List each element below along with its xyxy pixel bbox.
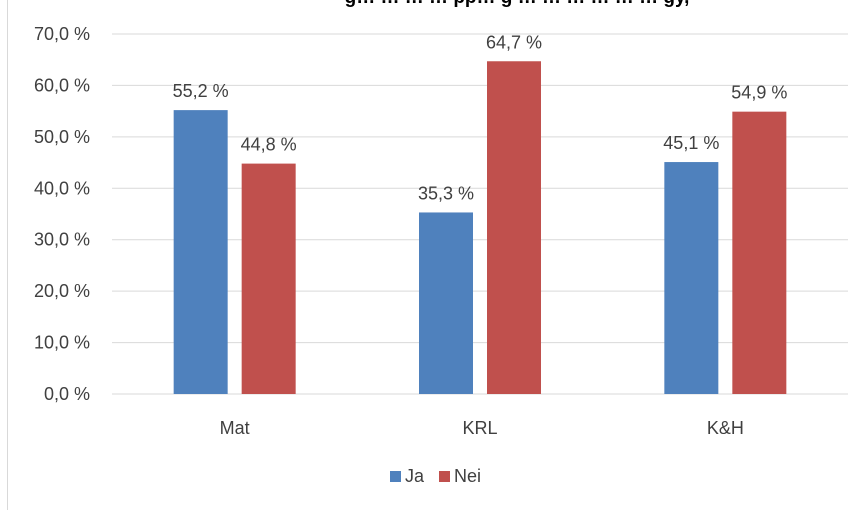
legend-swatch-ja	[390, 471, 401, 482]
data-label: 64,7 %	[486, 32, 542, 52]
data-label: 35,3 %	[418, 183, 474, 203]
x-axis-ticks: Mat KRL K&H	[220, 418, 744, 438]
gridlines	[112, 33, 848, 395]
legend-label: Ja	[405, 466, 425, 486]
bar-nei-1	[487, 61, 541, 394]
bar-nei-0	[241, 163, 296, 394]
y-tick-label: 30,0 %	[34, 230, 90, 250]
data-label: 55,2 %	[173, 81, 229, 101]
legend-swatch-nei	[439, 471, 450, 482]
bar-ja-2	[664, 162, 719, 394]
y-tick-label: 70,0 %	[34, 24, 90, 44]
y-tick-label: 60,0 %	[34, 75, 90, 95]
bar-ja-1	[419, 212, 473, 394]
y-tick-label: 10,0 %	[34, 333, 90, 353]
data-label: 54,9 %	[731, 83, 787, 103]
bar-ja-0	[173, 110, 228, 394]
data-labels: 55,2 % 44,8 % 35,3 % 64,7 % 45,1 % 54,9 %	[173, 32, 788, 203]
legend: Ja Nei	[390, 466, 481, 486]
x-tick-label: KRL	[462, 418, 497, 438]
x-tick-label: Mat	[220, 418, 250, 438]
y-axis-ticks: 0,0 % 10,0 % 20,0 % 30,0 % 40,0 % 50,0 % 60,0 …	[34, 24, 90, 404]
chart-title: g… … … … pp… g … … … … … … gy,	[345, 0, 690, 8]
data-label: 45,1 %	[663, 133, 719, 153]
x-tick-label: K&H	[707, 418, 744, 438]
bars	[173, 61, 787, 395]
y-tick-label: 40,0 %	[34, 178, 90, 198]
bar-nei-2	[732, 111, 787, 395]
data-label: 44,8 %	[241, 135, 297, 155]
y-tick-label: 20,0 %	[34, 281, 90, 301]
y-tick-label: 0,0 %	[44, 384, 90, 404]
y-tick-label: 50,0 %	[34, 127, 90, 147]
legend-label: Nei	[454, 466, 481, 486]
